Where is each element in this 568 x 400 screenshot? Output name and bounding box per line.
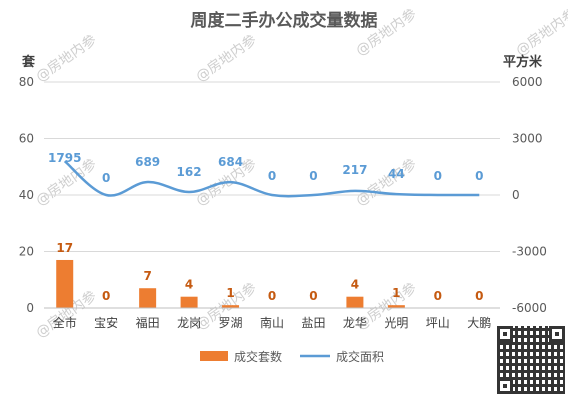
legend-line-label: 成交面积 bbox=[336, 349, 384, 364]
bar-data-label: 0 bbox=[268, 289, 276, 303]
left-tick-label: 20 bbox=[19, 245, 34, 259]
bar-data-label: 7 bbox=[143, 269, 151, 283]
area-line bbox=[63, 160, 480, 198]
left-tick-label: 80 bbox=[19, 75, 34, 89]
line-data-label: 162 bbox=[177, 165, 202, 179]
bar-data-label: 0 bbox=[309, 289, 317, 303]
watermark-text: @房地内参 bbox=[193, 31, 260, 85]
bar-data-label: 17 bbox=[56, 241, 73, 255]
chart-title: 周度二手办公成交量数据 bbox=[191, 10, 378, 31]
bar-data-label: 0 bbox=[475, 289, 483, 303]
category-label: 罗湖 bbox=[219, 315, 243, 330]
line-data-label: 44 bbox=[388, 167, 405, 181]
bar bbox=[139, 288, 157, 308]
line-data-label: 0 bbox=[309, 169, 317, 183]
right-tick-label: 3000 bbox=[512, 132, 543, 146]
right-axis-label: 平方米 bbox=[503, 54, 543, 70]
bar-data-label: 4 bbox=[185, 278, 193, 292]
watermark-text: @房地内参 bbox=[513, 5, 568, 59]
bar bbox=[180, 296, 198, 308]
category-label: 坪山 bbox=[426, 316, 450, 330]
line-data-label: 0 bbox=[475, 169, 483, 183]
category-label: 宝安 bbox=[94, 315, 118, 330]
watermark-text: @房地内参 bbox=[33, 31, 100, 85]
bar bbox=[222, 305, 240, 308]
line-data-label: 0 bbox=[434, 169, 442, 183]
right-tick-label: 6000 bbox=[512, 75, 543, 89]
bar bbox=[387, 305, 405, 308]
bar bbox=[346, 296, 364, 308]
category-label: 南山 bbox=[260, 315, 284, 330]
line-data-label: 1795 bbox=[48, 151, 81, 165]
legend-bar-label: 成交套数 bbox=[234, 349, 282, 364]
line-data-label: 217 bbox=[342, 163, 367, 177]
right-tick-label: 0 bbox=[512, 188, 520, 202]
line-data-label: 684 bbox=[218, 155, 243, 169]
category-label: 光明 bbox=[384, 316, 408, 330]
category-label: 龙华 bbox=[343, 316, 367, 330]
line-data-label: 0 bbox=[102, 171, 110, 185]
bar-data-label: 0 bbox=[434, 289, 442, 303]
legend-bar-swatch bbox=[200, 351, 228, 361]
bar-data-label: 1 bbox=[226, 286, 234, 300]
line-data-label: 689 bbox=[135, 155, 160, 169]
left-axis-label: 套 bbox=[21, 54, 36, 70]
category-label: 盐田 bbox=[301, 316, 325, 330]
right-tick-label: -3000 bbox=[512, 245, 547, 259]
left-tick-label: 40 bbox=[19, 188, 34, 202]
left-tick-label: 60 bbox=[19, 132, 34, 146]
right-tick-label: -6000 bbox=[512, 301, 547, 315]
bar-data-label: 1 bbox=[392, 286, 400, 300]
category-label: 大鹏 bbox=[467, 316, 491, 330]
line-data-label: 0 bbox=[268, 169, 276, 183]
qr-code bbox=[497, 326, 565, 394]
category-label: 龙岗 bbox=[177, 316, 201, 330]
bar bbox=[56, 259, 74, 308]
bar-data-label: 4 bbox=[351, 278, 359, 292]
left-tick-label: 0 bbox=[26, 301, 34, 315]
category-label: 全市 bbox=[53, 315, 77, 330]
category-label: 福田 bbox=[136, 315, 160, 330]
bar-data-label: 0 bbox=[102, 289, 110, 303]
